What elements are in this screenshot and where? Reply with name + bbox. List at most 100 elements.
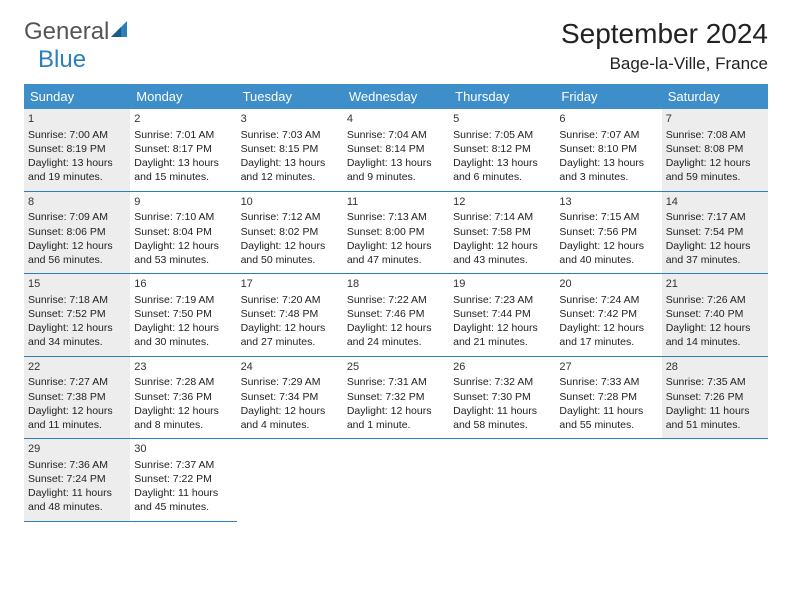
cell-line: Daylight: 12 hours [28, 239, 126, 253]
cell-line: Daylight: 11 hours [453, 404, 551, 418]
day-number: 2 [134, 112, 232, 127]
cell-line: Daylight: 12 hours [241, 404, 339, 418]
calendar-cell: 13Sunrise: 7:15 AMSunset: 7:56 PMDayligh… [555, 191, 661, 274]
cell-line: Sunset: 7:48 PM [241, 307, 339, 321]
day-header: Friday [555, 84, 661, 109]
calendar-cell [662, 439, 768, 522]
cell-line: Sunrise: 7:29 AM [241, 375, 339, 389]
day-number: 18 [347, 277, 445, 292]
day-number: 5 [453, 112, 551, 127]
cell-line: Daylight: 11 hours [28, 486, 126, 500]
cell-line: Sunrise: 7:09 AM [28, 210, 126, 224]
day-number: 14 [666, 195, 764, 210]
cell-line: and 37 minutes. [666, 253, 764, 267]
calendar-cell: 8Sunrise: 7:09 AMSunset: 8:06 PMDaylight… [24, 191, 130, 274]
cell-line: and 21 minutes. [453, 335, 551, 349]
day-number: 27 [559, 360, 657, 375]
cell-line: Daylight: 11 hours [134, 486, 232, 500]
cell-line: Sunrise: 7:18 AM [28, 293, 126, 307]
cell-line: Daylight: 11 hours [666, 404, 764, 418]
cell-line: Sunrise: 7:04 AM [347, 128, 445, 142]
cell-line: and 15 minutes. [134, 170, 232, 184]
cell-line: and 51 minutes. [666, 418, 764, 432]
cell-line: Daylight: 12 hours [28, 404, 126, 418]
day-header: Monday [130, 84, 236, 109]
day-number: 29 [28, 442, 126, 457]
cell-line: and 14 minutes. [666, 335, 764, 349]
cell-line: Sunset: 7:46 PM [347, 307, 445, 321]
calendar-row: 8Sunrise: 7:09 AMSunset: 8:06 PMDaylight… [24, 191, 768, 274]
cell-line: Daylight: 12 hours [134, 239, 232, 253]
calendar-cell: 22Sunrise: 7:27 AMSunset: 7:38 PMDayligh… [24, 356, 130, 439]
calendar-cell: 10Sunrise: 7:12 AMSunset: 8:02 PMDayligh… [237, 191, 343, 274]
cell-line: Sunrise: 7:23 AM [453, 293, 551, 307]
cell-line: Daylight: 11 hours [559, 404, 657, 418]
calendar-cell: 19Sunrise: 7:23 AMSunset: 7:44 PMDayligh… [449, 274, 555, 357]
cell-line: Sunrise: 7:35 AM [666, 375, 764, 389]
day-number: 16 [134, 277, 232, 292]
day-number: 11 [347, 195, 445, 210]
day-number: 22 [28, 360, 126, 375]
calendar-cell: 26Sunrise: 7:32 AMSunset: 7:30 PMDayligh… [449, 356, 555, 439]
header-row: SundayMondayTuesdayWednesdayThursdayFrid… [24, 84, 768, 109]
cell-line: Sunset: 7:54 PM [666, 225, 764, 239]
calendar-cell: 20Sunrise: 7:24 AMSunset: 7:42 PMDayligh… [555, 274, 661, 357]
cell-line: Sunrise: 7:03 AM [241, 128, 339, 142]
cell-line: and 43 minutes. [453, 253, 551, 267]
day-number: 23 [134, 360, 232, 375]
calendar-cell: 3Sunrise: 7:03 AMSunset: 8:15 PMDaylight… [237, 109, 343, 191]
cell-line: Sunrise: 7:31 AM [347, 375, 445, 389]
cell-line: and 47 minutes. [347, 253, 445, 267]
cell-line: Sunset: 7:44 PM [453, 307, 551, 321]
cell-line: Sunrise: 7:05 AM [453, 128, 551, 142]
cell-line: Sunrise: 7:36 AM [28, 458, 126, 472]
calendar-row: 1Sunrise: 7:00 AMSunset: 8:19 PMDaylight… [24, 109, 768, 191]
logo-sail-icon [111, 18, 133, 46]
day-number: 8 [28, 195, 126, 210]
title-block: September 2024 Bage-la-Ville, France [561, 18, 768, 74]
calendar-row: 15Sunrise: 7:18 AMSunset: 7:52 PMDayligh… [24, 274, 768, 357]
calendar-cell: 16Sunrise: 7:19 AMSunset: 7:50 PMDayligh… [130, 274, 236, 357]
calendar-cell [343, 439, 449, 522]
cell-line: Sunrise: 7:22 AM [347, 293, 445, 307]
calendar-cell: 5Sunrise: 7:05 AMSunset: 8:12 PMDaylight… [449, 109, 555, 191]
day-number: 25 [347, 360, 445, 375]
calendar-cell: 23Sunrise: 7:28 AMSunset: 7:36 PMDayligh… [130, 356, 236, 439]
cell-line: Sunset: 7:52 PM [28, 307, 126, 321]
cell-line: and 58 minutes. [453, 418, 551, 432]
cell-line: Daylight: 12 hours [666, 321, 764, 335]
location: Bage-la-Ville, France [561, 54, 768, 74]
day-number: 1 [28, 112, 126, 127]
cell-line: Sunset: 7:42 PM [559, 307, 657, 321]
cell-line: and 50 minutes. [241, 253, 339, 267]
day-number: 30 [134, 442, 232, 457]
calendar-cell: 29Sunrise: 7:36 AMSunset: 7:24 PMDayligh… [24, 439, 130, 522]
cell-line: and 55 minutes. [559, 418, 657, 432]
calendar-cell: 2Sunrise: 7:01 AMSunset: 8:17 PMDaylight… [130, 109, 236, 191]
cell-line: Daylight: 12 hours [453, 239, 551, 253]
calendar-cell: 12Sunrise: 7:14 AMSunset: 7:58 PMDayligh… [449, 191, 555, 274]
cell-line: Sunset: 8:00 PM [347, 225, 445, 239]
cell-line: Sunset: 8:08 PM [666, 142, 764, 156]
cell-line: Sunset: 8:15 PM [241, 142, 339, 156]
cell-line: and 40 minutes. [559, 253, 657, 267]
cell-line: and 30 minutes. [134, 335, 232, 349]
cell-line: Daylight: 12 hours [241, 321, 339, 335]
cell-line: Sunset: 8:06 PM [28, 225, 126, 239]
calendar-cell: 1Sunrise: 7:00 AMSunset: 8:19 PMDaylight… [24, 109, 130, 191]
calendar-cell [449, 439, 555, 522]
header: General September 2024 Bage-la-Ville, Fr… [24, 18, 768, 74]
calendar-cell: 7Sunrise: 7:08 AMSunset: 8:08 PMDaylight… [662, 109, 768, 191]
cell-line: Daylight: 13 hours [28, 156, 126, 170]
cell-line: and 19 minutes. [28, 170, 126, 184]
cell-line: Sunset: 8:17 PM [134, 142, 232, 156]
cell-line: and 56 minutes. [28, 253, 126, 267]
calendar-cell: 4Sunrise: 7:04 AMSunset: 8:14 PMDaylight… [343, 109, 449, 191]
cell-line: Sunset: 7:56 PM [559, 225, 657, 239]
cell-line: Sunset: 8:12 PM [453, 142, 551, 156]
cell-line: and 9 minutes. [347, 170, 445, 184]
cell-line: Sunrise: 7:12 AM [241, 210, 339, 224]
calendar-cell: 24Sunrise: 7:29 AMSunset: 7:34 PMDayligh… [237, 356, 343, 439]
cell-line: Sunrise: 7:24 AM [559, 293, 657, 307]
cell-line: Daylight: 13 hours [241, 156, 339, 170]
